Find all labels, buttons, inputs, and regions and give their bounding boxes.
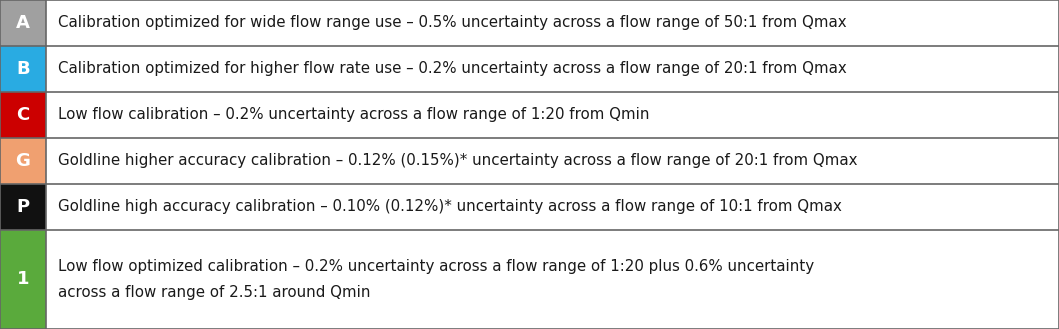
Bar: [46, 92, 1059, 138]
Text: C: C: [16, 106, 30, 124]
Bar: [0, 0, 46, 46]
Bar: [46, 0, 1059, 46]
Bar: [0, 230, 46, 329]
Text: Goldline high accuracy calibration – 0.10% (0.12%)* uncertainty across a flow ra: Goldline high accuracy calibration – 0.1…: [58, 199, 842, 215]
Bar: [0, 184, 46, 230]
Text: Goldline higher accuracy calibration – 0.12% (0.15%)* uncertainty across a flow : Goldline higher accuracy calibration – 0…: [58, 154, 858, 168]
Bar: [46, 230, 1059, 329]
Text: A: A: [16, 14, 30, 32]
Text: 1: 1: [17, 270, 30, 289]
Text: Low flow optimized calibration – 0.2% uncertainty across a flow range of 1:20 pl: Low flow optimized calibration – 0.2% un…: [58, 259, 814, 274]
Text: P: P: [17, 198, 30, 216]
Bar: [0, 92, 46, 138]
Text: across a flow range of 2.5:1 around Qmin: across a flow range of 2.5:1 around Qmin: [58, 285, 371, 300]
Bar: [46, 184, 1059, 230]
Text: Calibration optimized for higher flow rate use – 0.2% uncertainty across a flow : Calibration optimized for higher flow ra…: [58, 62, 847, 77]
Bar: [0, 46, 46, 92]
Text: B: B: [16, 60, 30, 78]
Text: Calibration optimized for wide flow range use – 0.5% uncertainty across a flow r: Calibration optimized for wide flow rang…: [58, 15, 846, 31]
Text: G: G: [16, 152, 31, 170]
Bar: [0, 138, 46, 184]
Bar: [46, 138, 1059, 184]
Text: Low flow calibration – 0.2% uncertainty across a flow range of 1:20 from Qmin: Low flow calibration – 0.2% uncertainty …: [58, 108, 649, 122]
Bar: [46, 46, 1059, 92]
